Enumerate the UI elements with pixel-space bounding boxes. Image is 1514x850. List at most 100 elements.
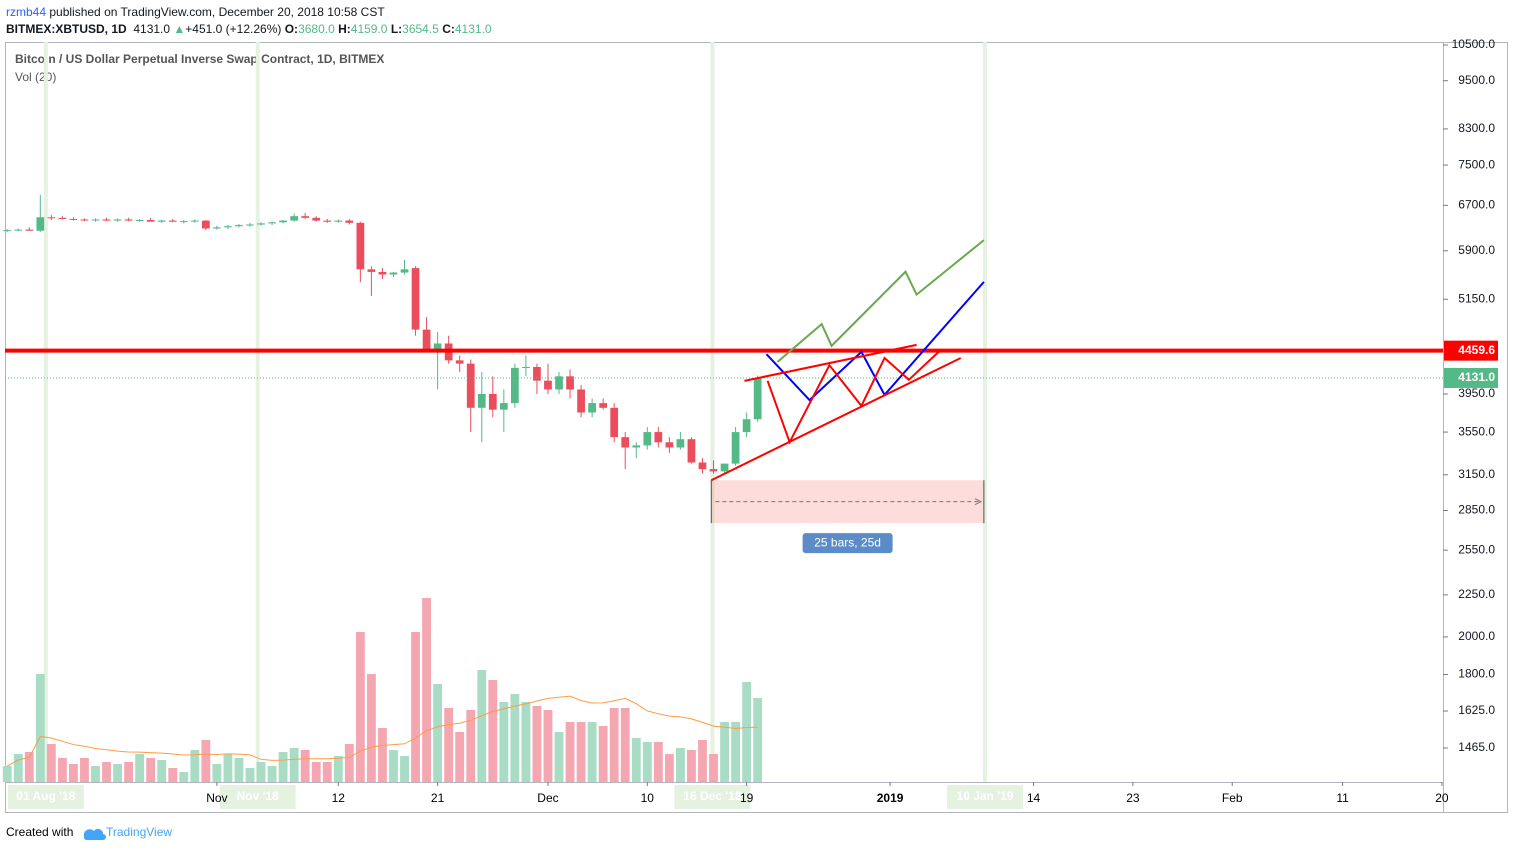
- candle-body: [91, 219, 100, 221]
- volume-bar: [609, 708, 619, 782]
- volume-bar: [311, 762, 321, 782]
- y-tick-label: 7500.0: [1458, 157, 1495, 171]
- user[interactable]: rzmb44: [6, 5, 47, 19]
- h-label: H:: [338, 22, 351, 36]
- x-tick-label: 12: [332, 791, 346, 805]
- x-tick-label: 2019: [877, 791, 904, 805]
- volume-bar: [455, 732, 465, 782]
- arrow: ▲: [173, 22, 186, 36]
- candle-body: [455, 360, 464, 364]
- candle-body: [124, 219, 133, 221]
- y-tick-label: 1465.0: [1458, 740, 1495, 754]
- x-tick-label: 19: [740, 791, 754, 805]
- candle-body: [643, 432, 652, 446]
- candle-body: [3, 230, 12, 232]
- candle-body: [47, 217, 56, 219]
- change: +451.0 (+12.26%): [185, 22, 282, 36]
- volume-bar: [389, 750, 398, 782]
- drawing: [744, 343, 917, 382]
- volume-bar: [620, 708, 630, 782]
- price-label-bg: [1444, 367, 1498, 388]
- candle-body: [400, 269, 409, 273]
- volume-bar: [709, 754, 718, 782]
- volume-bar: [322, 762, 332, 782]
- candle-body: [25, 229, 34, 231]
- range-arrow-head: [974, 498, 983, 506]
- candle-body: [753, 377, 762, 420]
- volume-bar: [91, 766, 100, 782]
- highlight-label-bg: [219, 785, 296, 809]
- candle-body: [58, 217, 67, 219]
- price-label: 4459.6: [1458, 343, 1495, 357]
- volume-bar: [157, 760, 167, 782]
- candle-body: [599, 403, 608, 408]
- y-tick-label: 2850.0: [1458, 503, 1495, 517]
- x-tick-label: Feb: [1222, 791, 1243, 805]
- volume-bar: [642, 742, 652, 782]
- x-tick-label: 11: [1336, 791, 1349, 805]
- volume-bar: [366, 674, 376, 782]
- symbol: BITMEX:XBTUSD, 1D: [6, 22, 127, 36]
- candle-body: [433, 343, 442, 352]
- candle-body: [235, 225, 243, 227]
- y-tick-label: 5150.0: [1458, 291, 1495, 305]
- highlight-label: 16 Dec '18: [683, 789, 742, 803]
- candle-body: [323, 220, 332, 222]
- y-tick-label: 1800.0: [1458, 667, 1495, 681]
- volume-bar: [675, 748, 685, 782]
- candle-body: [411, 268, 420, 330]
- y-tick-label: 3150.0: [1458, 467, 1495, 481]
- candle-body: [14, 229, 23, 231]
- volume-bar: [731, 722, 741, 782]
- candle-body: [113, 219, 122, 221]
- volume-bar: [742, 682, 752, 782]
- o-label: O:: [284, 22, 299, 36]
- price-label: 4131.0: [1458, 370, 1495, 384]
- candle-body: [709, 469, 718, 472]
- drawing: [710, 357, 962, 482]
- last: 4131.0: [133, 22, 171, 36]
- volume-bar: [543, 710, 553, 782]
- volume-bar: [653, 742, 663, 782]
- candle-body: [213, 227, 221, 229]
- candle-body: [731, 432, 740, 464]
- price-label-bg: [1444, 340, 1498, 361]
- c-label: C:: [442, 22, 455, 36]
- candle-body: [566, 376, 574, 390]
- candle-body: [742, 419, 751, 433]
- y-tick-label: 1625.0: [1458, 703, 1495, 717]
- x-tick-label: 23: [1126, 791, 1140, 805]
- candle-body: [345, 220, 354, 223]
- frame: [5, 42, 1508, 813]
- volume-bar: [687, 750, 696, 782]
- drawing: [765, 281, 985, 402]
- candle-body: [687, 439, 696, 463]
- y-tick-label: 5900.0: [1458, 243, 1495, 257]
- footer-brand[interactable]: TradingView: [106, 825, 172, 839]
- volume-bar: [521, 702, 531, 782]
- volume-bar: [256, 762, 266, 782]
- highlight-label: 01 Aug '18: [16, 789, 75, 803]
- candle-body: [511, 367, 519, 404]
- highlight-label: Nov '18: [237, 789, 280, 803]
- candle-body: [334, 220, 343, 222]
- drawing: [766, 351, 940, 445]
- volume-bar: [300, 750, 310, 782]
- volume-bar: [13, 754, 23, 782]
- x-tick-label: 10: [641, 791, 655, 805]
- close: 4131.0: [454, 22, 492, 36]
- candle-body: [477, 393, 486, 408]
- volume-bar: [422, 598, 431, 782]
- volume-bar: [488, 680, 498, 782]
- candle-body: [246, 224, 254, 226]
- open: 3680.0: [298, 22, 335, 36]
- candle-body: [135, 220, 144, 222]
- volume-bar: [664, 754, 674, 782]
- candle-body: [290, 216, 299, 221]
- x-tick-label: Dec: [537, 791, 558, 805]
- volume-bar: [698, 740, 707, 782]
- highlight-line: [255, 42, 260, 782]
- candle-body: [621, 437, 630, 448]
